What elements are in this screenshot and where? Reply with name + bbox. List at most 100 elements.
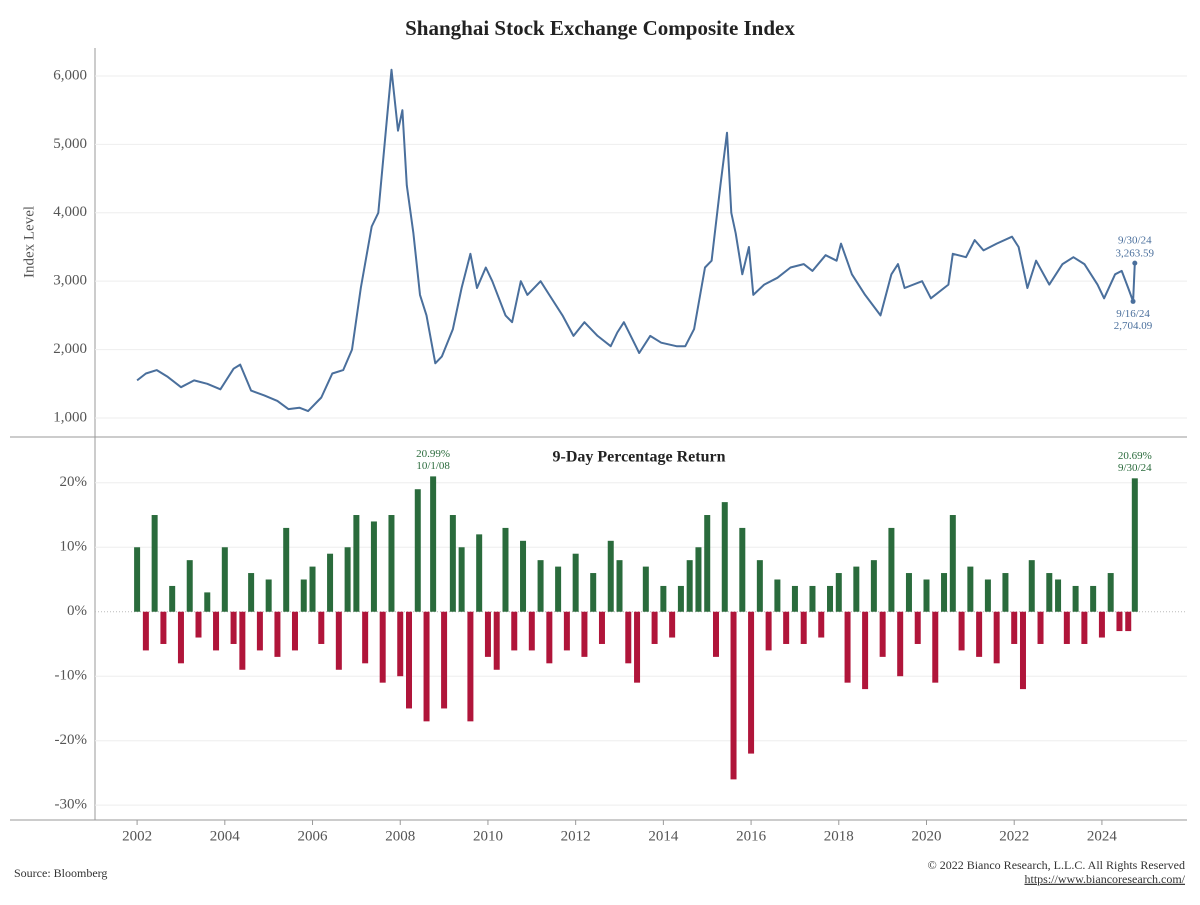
source-note: Source: Bloomberg bbox=[14, 866, 107, 880]
bar bbox=[134, 547, 141, 612]
x-tick-label: 2020 bbox=[911, 828, 941, 844]
y-tick-label: 0% bbox=[67, 603, 87, 619]
bar bbox=[1125, 611, 1132, 632]
y-tick-label: 1,000 bbox=[53, 409, 87, 425]
panel-subtitle: 9-Day Percentage Return bbox=[553, 449, 726, 466]
bar bbox=[1081, 611, 1088, 644]
annotation-date: 9/30/24 bbox=[1118, 235, 1152, 247]
bar bbox=[1131, 478, 1138, 612]
annotation-value: 20.99% bbox=[416, 448, 450, 460]
bar bbox=[879, 611, 886, 657]
bar bbox=[511, 611, 518, 651]
bar bbox=[563, 611, 570, 651]
bar bbox=[809, 585, 816, 612]
bar bbox=[537, 560, 544, 612]
bar bbox=[528, 611, 535, 651]
bar bbox=[1063, 611, 1070, 644]
bar bbox=[160, 611, 167, 644]
y-tick-label: -20% bbox=[55, 732, 88, 748]
website-link-text[interactable]: https://www.biancoresearch.com/ bbox=[1024, 872, 1185, 886]
x-tick-label: 2016 bbox=[736, 828, 767, 844]
x-tick-label: 2006 bbox=[298, 828, 329, 844]
bar bbox=[1055, 579, 1062, 612]
bar bbox=[169, 585, 176, 612]
y-axis-label: Index Level bbox=[21, 206, 37, 278]
bar bbox=[283, 527, 290, 612]
bar bbox=[300, 579, 307, 612]
y-tick-label: 5,000 bbox=[53, 136, 87, 152]
bar bbox=[1090, 585, 1097, 612]
y-tick-label: -30% bbox=[55, 797, 88, 813]
bar bbox=[914, 611, 921, 644]
bar bbox=[941, 573, 948, 612]
bar bbox=[476, 534, 483, 612]
bar bbox=[660, 585, 667, 612]
bar bbox=[976, 611, 983, 657]
bar bbox=[730, 611, 737, 780]
y-tick-label: 10% bbox=[60, 539, 88, 555]
annotation-date: 10/1/08 bbox=[416, 460, 450, 472]
x-tick-label: 2024 bbox=[1087, 828, 1118, 844]
bar bbox=[555, 566, 562, 612]
bar bbox=[905, 573, 912, 612]
bar bbox=[1072, 585, 1079, 612]
annotation-point bbox=[1132, 260, 1138, 266]
bar bbox=[142, 611, 149, 651]
bar bbox=[186, 560, 193, 612]
bar bbox=[923, 579, 930, 612]
bar bbox=[800, 611, 807, 644]
bar bbox=[309, 566, 316, 612]
bar bbox=[248, 573, 255, 612]
bar bbox=[265, 579, 272, 612]
bar bbox=[967, 566, 974, 612]
bar bbox=[221, 547, 228, 612]
bar bbox=[677, 585, 684, 612]
bar bbox=[335, 611, 342, 670]
bar bbox=[897, 611, 904, 677]
x-tick-label: 2022 bbox=[999, 828, 1029, 844]
bar bbox=[625, 611, 632, 664]
bar bbox=[783, 611, 790, 644]
bar bbox=[1046, 573, 1053, 612]
bar bbox=[204, 592, 211, 612]
bar bbox=[932, 611, 939, 683]
bar bbox=[1002, 573, 1009, 612]
bar bbox=[572, 553, 579, 612]
bar bbox=[344, 547, 351, 612]
website-link[interactable]: https://www.biancoresearch.com/ bbox=[1024, 872, 1185, 886]
x-tick-label: 2008 bbox=[385, 828, 415, 844]
bar bbox=[774, 579, 781, 612]
bar bbox=[704, 515, 711, 612]
bar bbox=[984, 579, 991, 612]
annotation-value: 20.69% bbox=[1118, 450, 1152, 462]
bar bbox=[379, 611, 386, 683]
bar bbox=[423, 611, 430, 722]
y-tick-label: -10% bbox=[55, 668, 88, 684]
bar bbox=[449, 515, 456, 612]
bar bbox=[870, 560, 877, 612]
annotation-value: 3,263.59 bbox=[1116, 248, 1155, 260]
bar bbox=[327, 553, 334, 612]
bar bbox=[651, 611, 658, 644]
bar bbox=[493, 611, 500, 670]
bar bbox=[1107, 573, 1114, 612]
bar bbox=[195, 611, 202, 638]
bar bbox=[1116, 611, 1123, 632]
bar bbox=[151, 515, 158, 612]
bar bbox=[853, 566, 860, 612]
bar bbox=[756, 560, 763, 612]
bar bbox=[712, 611, 719, 657]
bar bbox=[791, 585, 798, 612]
bar bbox=[590, 573, 597, 612]
y-tick-label: 4,000 bbox=[53, 204, 87, 220]
bar bbox=[1019, 611, 1026, 690]
bar bbox=[1098, 611, 1105, 638]
annotation-date: 9/16/24 bbox=[1116, 308, 1150, 320]
bar bbox=[765, 611, 772, 651]
bar bbox=[634, 611, 641, 683]
bar bbox=[213, 611, 220, 651]
bar bbox=[239, 611, 246, 670]
bar bbox=[581, 611, 588, 657]
bar bbox=[430, 476, 437, 612]
